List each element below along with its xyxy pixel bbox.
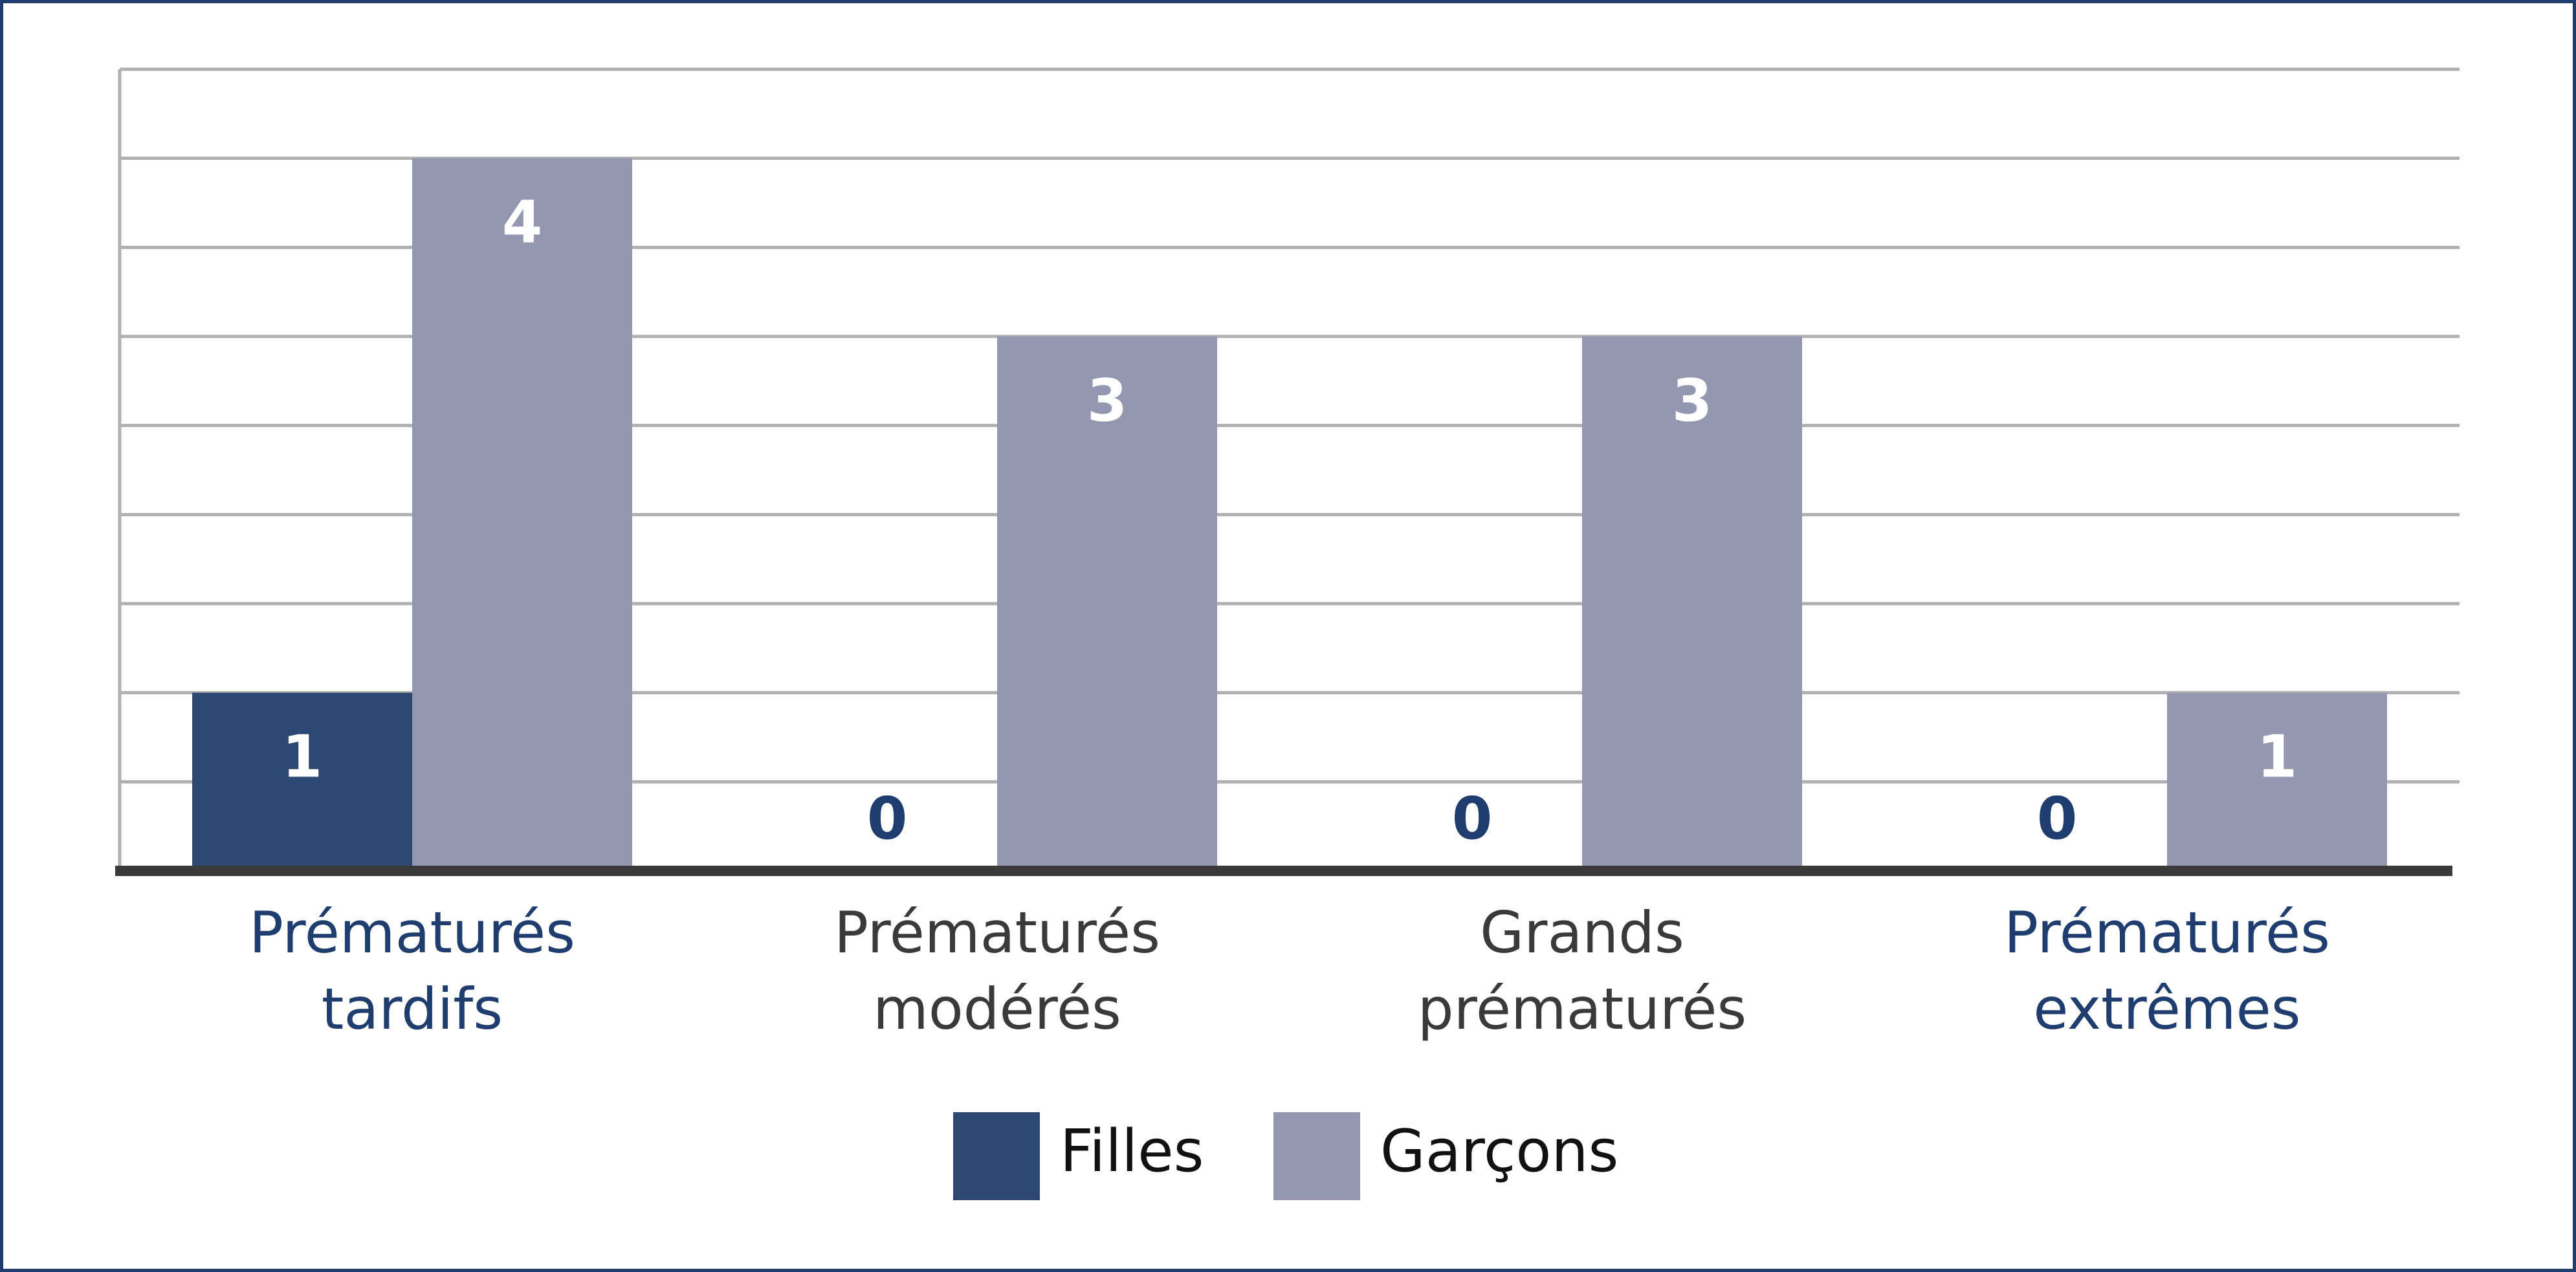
bar (2167, 692, 2387, 871)
legend-label: Filles (1060, 1117, 1204, 1185)
value-label: 1 (282, 723, 323, 791)
bar (997, 336, 1217, 871)
x-tick-label: Prématurés tardifs (248, 899, 576, 1042)
x-tick-label: Prématurés extrêmes (2003, 899, 2331, 1042)
value-label: 4 (502, 189, 543, 257)
x-tick-label: Grands prématurés (1417, 899, 1747, 1042)
value-label: 0 (1452, 785, 1493, 853)
value-label: 0 (867, 785, 908, 853)
legend-swatch (953, 1112, 1040, 1200)
legend-swatch (1273, 1112, 1360, 1200)
value-label: 3 (1672, 367, 1713, 435)
bar (192, 692, 412, 871)
value-label: 1 (2257, 723, 2298, 791)
legend-label: Garçons (1380, 1117, 1618, 1185)
x-tick-label: Prématurés modérés (833, 899, 1161, 1042)
bar (1582, 336, 1802, 871)
value-label: 0 (2037, 785, 2078, 853)
bar (412, 158, 632, 872)
value-label: 3 (1087, 367, 1128, 435)
